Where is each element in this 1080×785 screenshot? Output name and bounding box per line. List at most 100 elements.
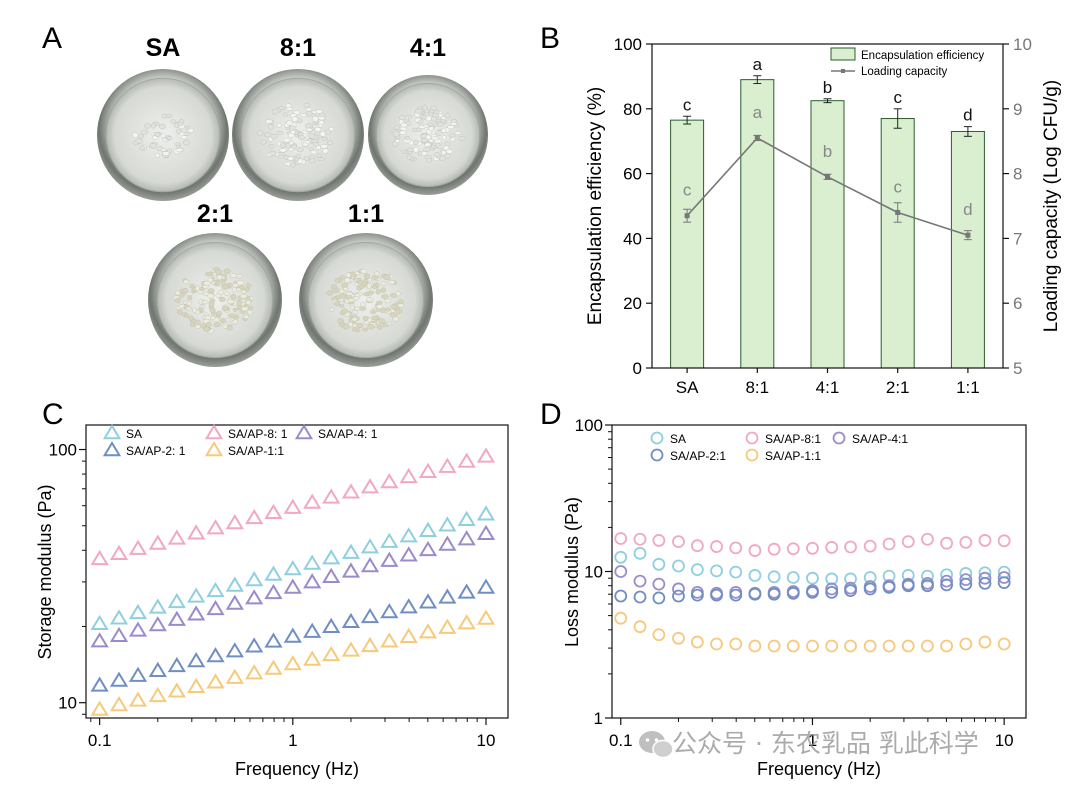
data-point [863,539,877,553]
bead [441,135,447,141]
bead [349,305,355,311]
data-point [652,628,666,642]
data-point [614,611,628,625]
bead [290,162,296,168]
bead [187,296,193,301]
legend-marker [102,441,122,457]
bead [285,106,293,111]
bead [203,280,211,286]
bead [404,136,411,141]
line-point [684,213,690,219]
petri-dish [97,69,229,201]
bead [445,112,451,119]
bead [378,318,386,325]
x-axis-label: Frequency (Hz) [757,759,881,779]
bead [186,301,193,306]
bead [232,319,238,325]
data-point [380,551,399,567]
dish-label: 1:1 [348,200,384,228]
bead [227,313,236,318]
bead [354,271,360,276]
bead [175,147,184,153]
data-point [978,571,992,585]
data-point [921,569,934,583]
data-point [806,639,819,653]
y-tick-label: 100 [614,35,642,54]
bead [395,308,403,314]
bead [352,327,358,332]
bead [199,286,205,291]
bead [413,139,419,146]
bead [384,298,392,304]
data-point [283,578,302,594]
data-point [940,574,954,588]
data-point [710,588,723,602]
bead [371,315,378,320]
data-point [748,639,762,653]
data-point [614,589,628,603]
data-point [652,534,666,547]
data-point [418,521,438,537]
bead [296,147,304,153]
bead [298,134,306,141]
bead [282,112,289,117]
data-point [997,637,1011,651]
bead [426,157,433,163]
bead [201,300,209,304]
bead [317,157,325,162]
data-point [109,626,129,643]
data-point [825,586,839,599]
bead [366,283,372,289]
y-axis-label: Storage modulus (Pa) [35,484,55,659]
y-tick-label: 100 [49,441,77,460]
bead [363,273,371,279]
bead [325,128,331,135]
data-point [729,637,743,651]
data-point [457,583,476,599]
bead [399,130,407,136]
bead [450,122,457,126]
bead [285,161,291,167]
bead [294,157,300,162]
data-point [825,541,839,554]
data-point [264,503,283,519]
data-point [341,543,361,559]
bead [231,286,237,293]
data-point [206,647,225,663]
data-point [225,576,244,592]
wechat-icon [639,731,674,759]
data-point [748,587,762,601]
bead [183,279,190,285]
data-point [187,605,206,621]
legend-label: SA/AP-1:1 [228,444,284,458]
data-point [90,632,109,648]
data-point [128,691,148,707]
bead [339,275,345,280]
bead [411,127,418,132]
bead [311,139,318,144]
dish-label: SA [146,34,181,62]
legend-marker [832,431,846,445]
data-point [148,534,167,550]
bead [341,308,349,315]
data-point [341,562,361,578]
data-point [710,564,723,578]
bead [286,120,293,126]
data-point [476,524,496,540]
data-point [710,637,723,651]
data-point [997,576,1011,589]
data-point [901,579,915,593]
bead [265,119,273,124]
line-point [754,135,760,141]
bead [185,306,193,311]
data-point [245,664,264,680]
data-point [380,632,399,648]
y-tick-label: 60 [623,165,642,184]
bead [441,150,447,156]
data-point [167,592,186,609]
bead [374,271,380,277]
legend-label: SA/AP-4:1 [852,432,908,446]
bead [174,290,181,296]
data-point [767,570,781,584]
bead [362,327,369,332]
